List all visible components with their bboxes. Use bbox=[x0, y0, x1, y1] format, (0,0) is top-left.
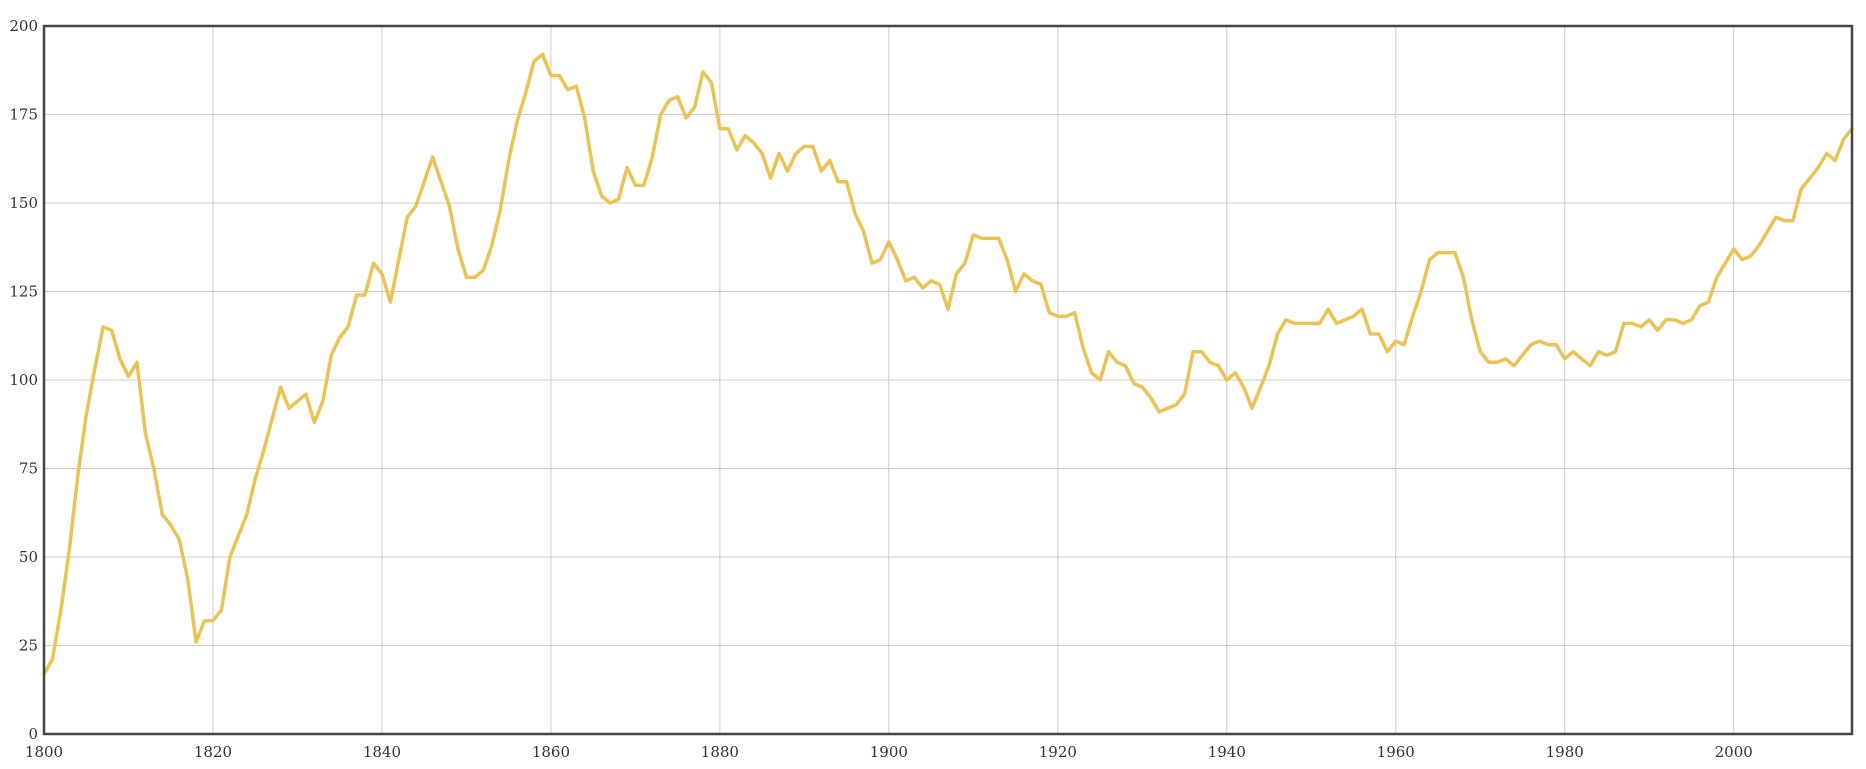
x-tick-label: 1920 bbox=[1039, 743, 1077, 761]
x-tick-label: 1960 bbox=[1377, 743, 1415, 761]
y-tick-label: 25 bbox=[19, 637, 38, 655]
x-tick-label: 1900 bbox=[870, 743, 908, 761]
x-tick-label: 1800 bbox=[25, 743, 63, 761]
y-tick-label: 100 bbox=[9, 371, 38, 389]
x-tick-label: 2000 bbox=[1715, 743, 1753, 761]
plot-frame bbox=[42, 24, 1854, 736]
x-tick-label: 1940 bbox=[1208, 743, 1246, 761]
x-tick-label: 1840 bbox=[363, 743, 401, 761]
tick-labels: 1800 1820 1840 1860 1880 1900 1920 1940 1960 1980… bbox=[9, 17, 1752, 761]
y-tick-label: 125 bbox=[9, 283, 38, 301]
x-tick-label: 1860 bbox=[532, 743, 570, 761]
y-tick-label: 200 bbox=[9, 17, 38, 35]
x-tick-label: 1820 bbox=[194, 743, 232, 761]
y-tick-label: 150 bbox=[9, 194, 38, 212]
x-tick-label: 1980 bbox=[1546, 743, 1584, 761]
series-line bbox=[42, 52, 1854, 676]
y-tick-label: 175 bbox=[9, 106, 38, 124]
y-tick-label: 0 bbox=[28, 725, 38, 743]
x-tick-label: 1880 bbox=[701, 743, 739, 761]
y-tick-label: 50 bbox=[19, 548, 38, 566]
y-tick-label: 75 bbox=[19, 460, 38, 478]
gridlines bbox=[43, 25, 1852, 735]
